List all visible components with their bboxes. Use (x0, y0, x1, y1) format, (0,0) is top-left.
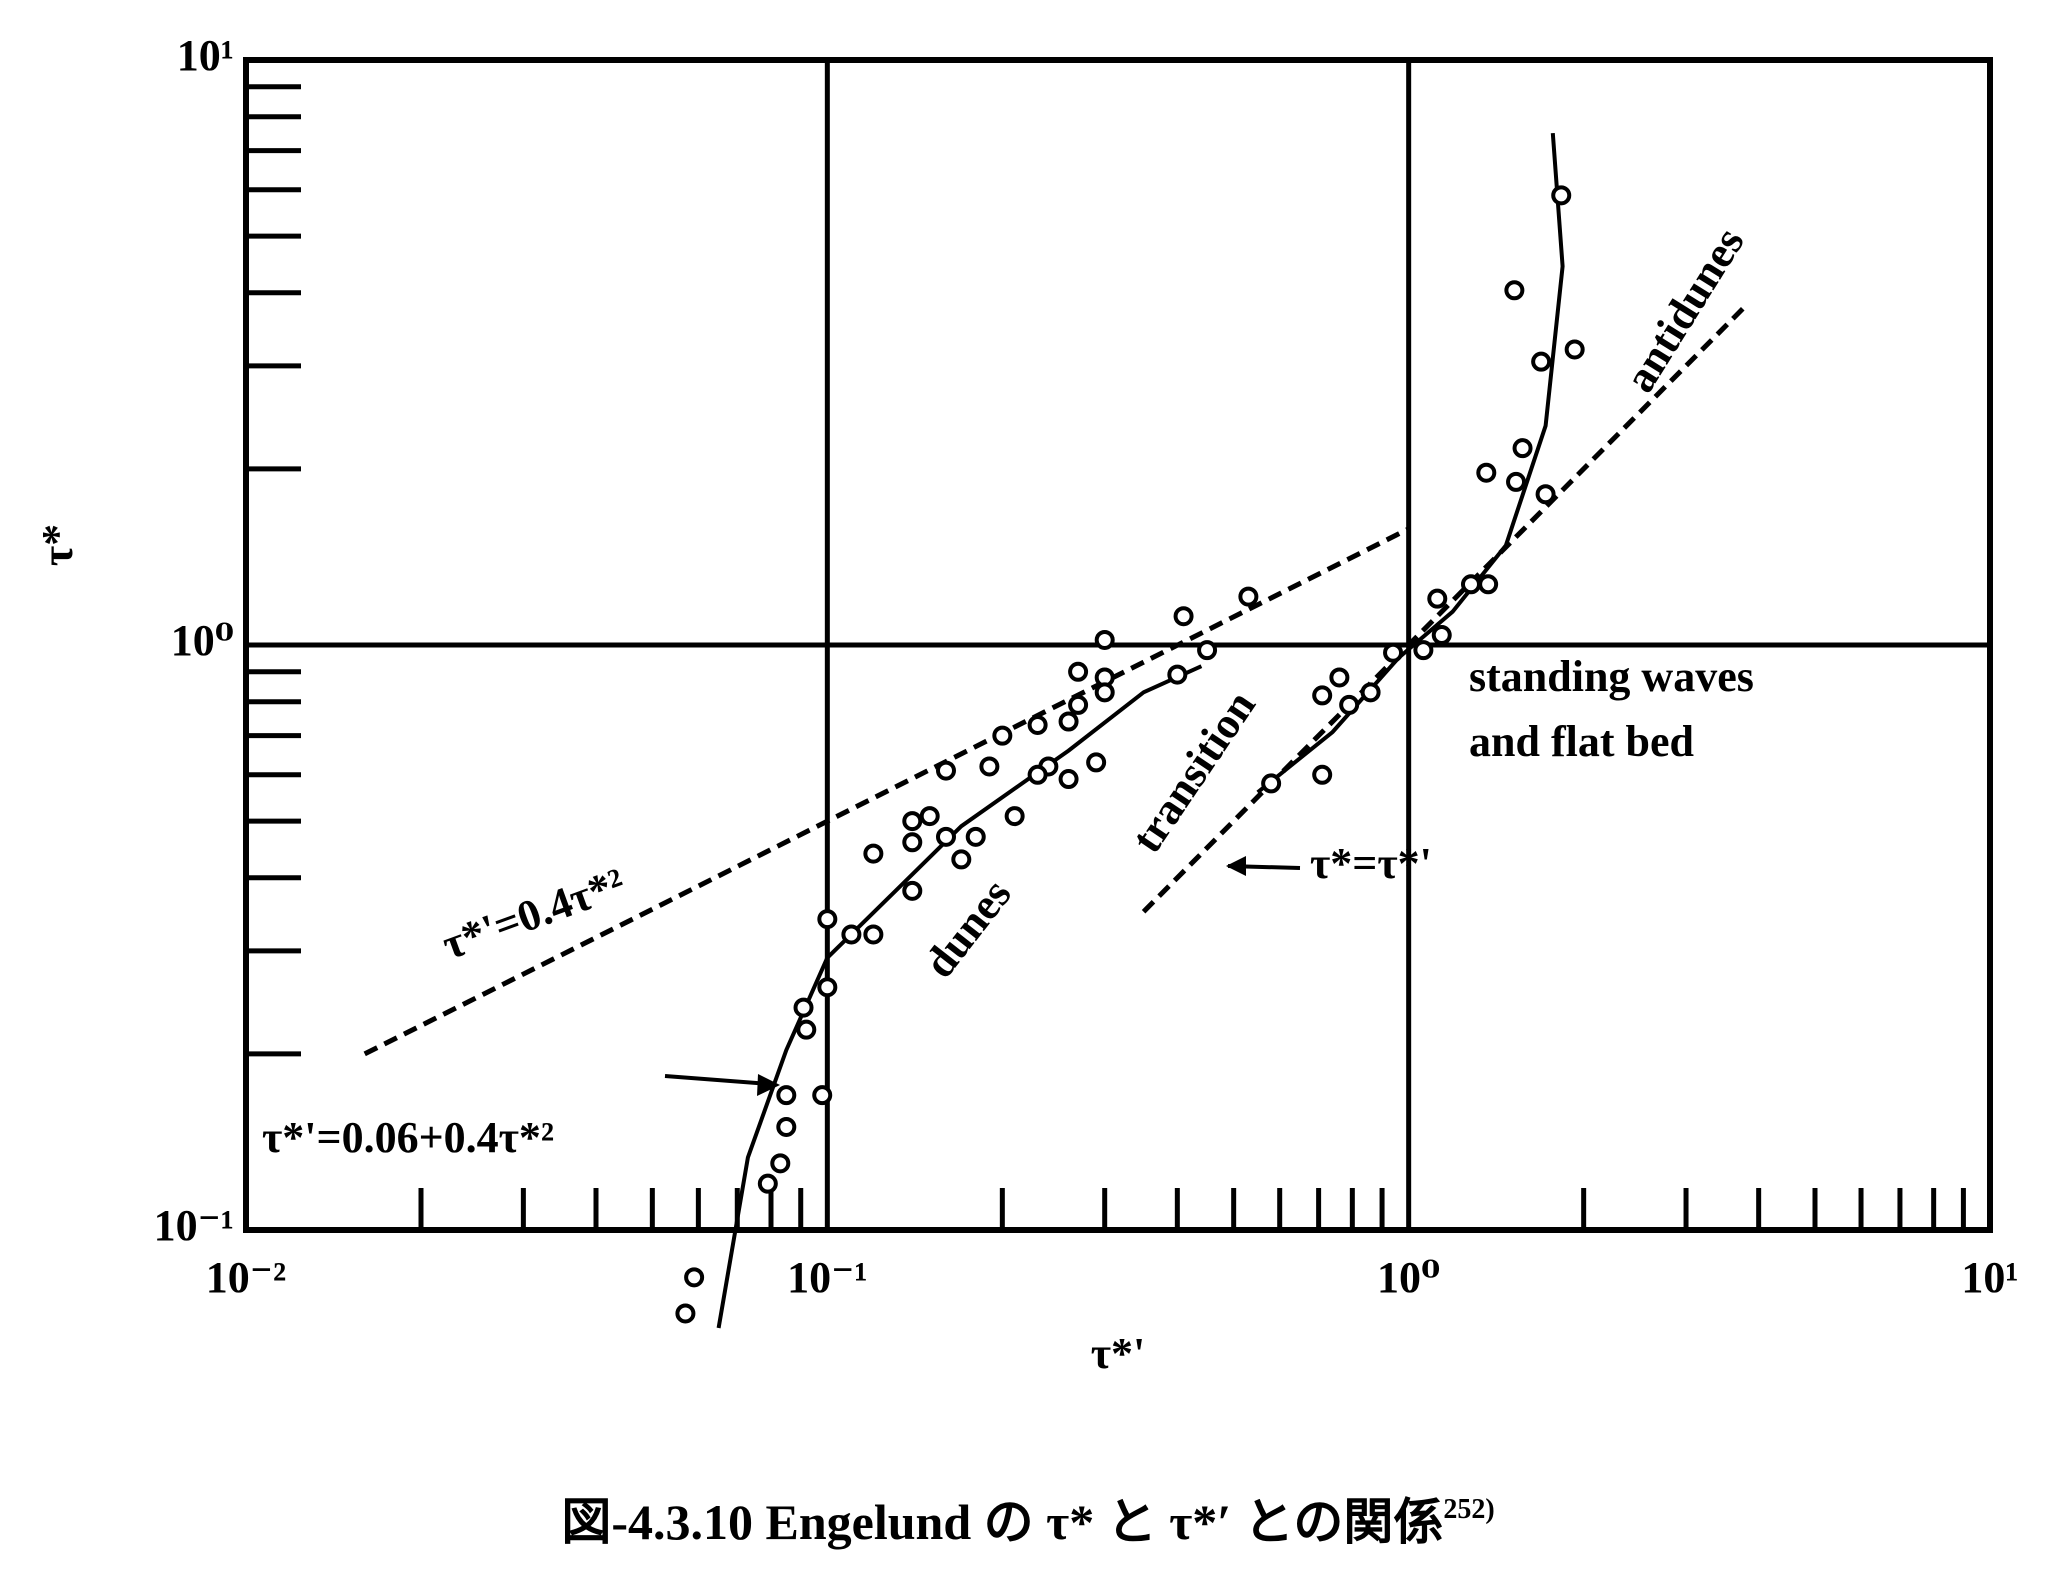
data-point (935, 826, 956, 847)
data-point (776, 1116, 797, 1137)
annotation: τ*'=0.06+0.4τ*² (262, 1113, 554, 1162)
data-point (793, 997, 814, 1018)
x-tick-label: 10⁰ (1377, 1253, 1440, 1302)
y-tick-label: 10⁰ (171, 616, 234, 665)
data-point (1329, 667, 1350, 688)
data-point (817, 909, 838, 930)
x-axis-label: τ*' (1091, 1329, 1146, 1378)
data-point (965, 826, 986, 847)
arrow-head (757, 1074, 780, 1096)
y-tick-label: 10¹ (177, 31, 234, 80)
caption-title: 図-4.3.10 Engelund の τ* と τ*′ との関係 (561, 1494, 1443, 1550)
data-point (1504, 280, 1525, 301)
annotation: standing waves (1469, 652, 1754, 701)
data-point (1360, 682, 1381, 703)
data-point (796, 1019, 817, 1040)
data-point (935, 760, 956, 781)
data-point (992, 725, 1013, 746)
data-point (812, 1085, 833, 1106)
data-point (1460, 574, 1481, 595)
data-point (1512, 438, 1533, 459)
x-tick-label: 10⁻² (206, 1253, 286, 1302)
data-point (902, 880, 923, 901)
data-point (1478, 574, 1499, 595)
data-point (1312, 764, 1333, 785)
annotation: antidunes (1615, 219, 1754, 401)
data-point (1531, 351, 1552, 372)
data-point (1068, 661, 1089, 682)
data-point (863, 924, 884, 945)
annotation: dunes (914, 870, 1020, 987)
caption: 図-4.3.10 Engelund の τ* と τ*′ との関係252) (561, 1494, 1494, 1550)
data-point (1058, 711, 1079, 732)
data-point (1173, 606, 1194, 627)
data-point (1004, 806, 1025, 827)
reference-line (1141, 304, 1748, 914)
data-point (1027, 714, 1048, 735)
data-point (863, 843, 884, 864)
data-point (1339, 694, 1360, 715)
data-point (776, 1085, 797, 1106)
data-point (684, 1267, 705, 1288)
data-point (1058, 769, 1079, 790)
x-tick-label: 10⁻¹ (787, 1253, 867, 1302)
data-point (675, 1303, 696, 1324)
data-point (1535, 484, 1556, 505)
data-point (979, 756, 1000, 777)
annotation: and flat bed (1469, 717, 1694, 766)
data-point (1167, 664, 1188, 685)
reference-line (363, 526, 1410, 1057)
data-point (1383, 642, 1404, 663)
data-point (919, 806, 940, 827)
data-point (1094, 629, 1115, 650)
y-axis-label: τ* (33, 524, 82, 566)
data-point (1027, 764, 1048, 785)
y-tick-label: 10⁻¹ (154, 1201, 234, 1250)
data-point (770, 1153, 791, 1174)
data-point (902, 832, 923, 853)
data-point (1197, 640, 1218, 661)
annotation: τ*=τ*' (1310, 839, 1432, 888)
data-point (1431, 625, 1452, 646)
fit-curve (1256, 132, 1565, 794)
data-point (1261, 773, 1282, 794)
caption-note: 252) (1443, 1494, 1494, 1525)
annotation: τ*'=0.4τ*² (436, 858, 631, 969)
data-point (1086, 752, 1107, 773)
data-point (1427, 588, 1448, 609)
data-point (1564, 339, 1585, 360)
data-point (902, 811, 923, 832)
data-point (1312, 685, 1333, 706)
data-point (1068, 694, 1089, 715)
data-point (1094, 682, 1115, 703)
data-point (1551, 185, 1572, 206)
data-point (1238, 586, 1259, 607)
data-point (1476, 462, 1497, 483)
x-tick-label: 10¹ (1961, 1253, 2018, 1302)
data-point (817, 977, 838, 998)
fit-curve (716, 664, 1203, 1329)
arrow-head (1226, 856, 1246, 876)
annotation: transition (1122, 682, 1265, 861)
data-point (1413, 640, 1434, 661)
data-point (951, 849, 972, 870)
data-point (757, 1173, 778, 1194)
arrow (664, 1074, 771, 1086)
data-point (1506, 471, 1527, 492)
data-point (841, 924, 862, 945)
